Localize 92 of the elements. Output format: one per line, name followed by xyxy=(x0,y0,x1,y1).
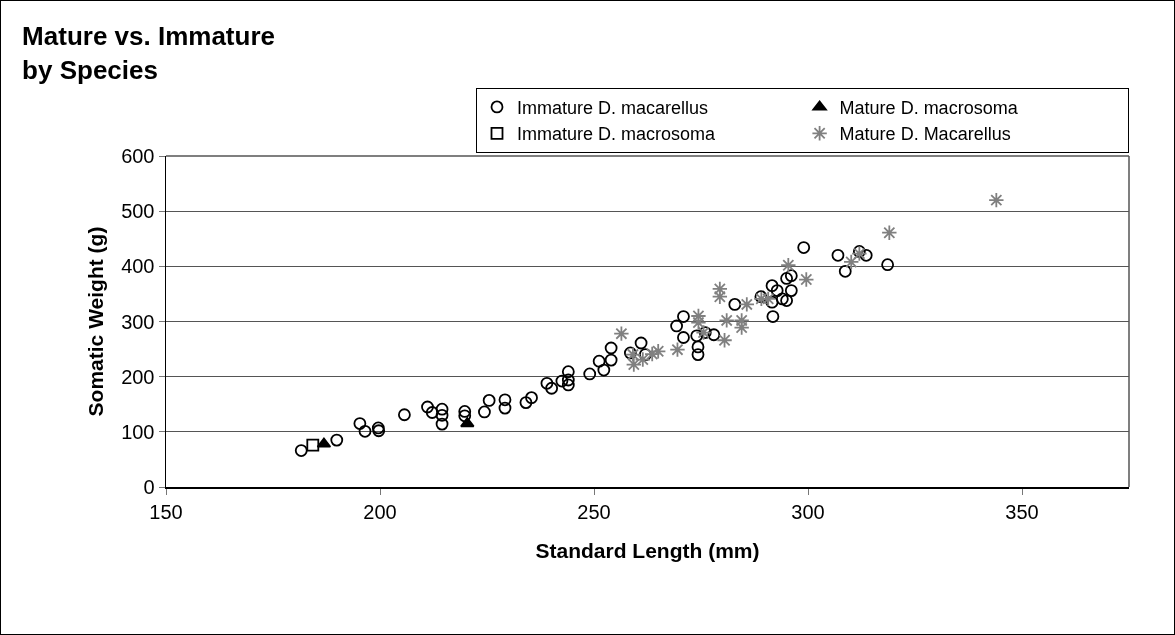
point xyxy=(545,381,559,395)
point xyxy=(691,340,705,354)
point xyxy=(624,346,642,363)
point xyxy=(625,356,642,373)
point xyxy=(425,406,439,419)
point xyxy=(765,279,779,293)
point xyxy=(881,224,898,241)
point xyxy=(634,351,651,368)
point xyxy=(498,393,512,407)
point xyxy=(330,433,344,447)
point xyxy=(851,245,868,262)
y-tick-label: 100 xyxy=(121,420,155,443)
y-tick-label: 500 xyxy=(121,200,155,223)
x-tick-label: 250 xyxy=(577,500,611,523)
point xyxy=(634,336,648,350)
point xyxy=(718,312,735,329)
point xyxy=(613,325,630,342)
point xyxy=(458,409,472,423)
point xyxy=(670,319,683,333)
point xyxy=(716,332,733,349)
point xyxy=(831,248,845,262)
point xyxy=(540,376,554,390)
point xyxy=(458,405,472,418)
legend-label: Immature D. macarellus xyxy=(517,97,709,118)
point xyxy=(770,284,784,298)
point xyxy=(358,424,372,438)
point xyxy=(604,353,618,367)
point xyxy=(435,408,449,422)
point xyxy=(561,365,575,379)
point xyxy=(306,438,320,452)
point xyxy=(482,393,496,407)
point xyxy=(852,245,866,258)
point xyxy=(555,374,569,388)
point xyxy=(597,363,611,377)
point xyxy=(435,402,449,416)
point xyxy=(294,444,308,457)
point xyxy=(583,367,597,381)
point xyxy=(644,345,661,363)
point xyxy=(353,417,367,430)
point xyxy=(859,248,873,262)
point xyxy=(784,269,798,283)
point xyxy=(728,298,742,311)
point xyxy=(592,354,606,368)
point xyxy=(478,405,491,419)
legend-label: Mature D. Macarellus xyxy=(839,124,1011,145)
point xyxy=(498,401,512,415)
y-tick-label: 200 xyxy=(121,365,155,388)
point xyxy=(669,341,686,358)
chart-title: Mature vs. Immature by Species xyxy=(22,21,275,86)
y-tick-label: 0 xyxy=(143,476,155,498)
point xyxy=(780,294,793,307)
point xyxy=(561,373,575,387)
y-tick-label: 400 xyxy=(121,255,155,278)
y-tick-label: 300 xyxy=(121,310,155,333)
point xyxy=(519,396,533,409)
point xyxy=(766,310,780,323)
point xyxy=(733,312,750,329)
point xyxy=(780,257,797,274)
x-tick-label: 350 xyxy=(1005,500,1039,523)
point xyxy=(435,417,449,431)
point xyxy=(460,417,475,428)
point xyxy=(797,241,811,254)
point xyxy=(738,296,755,313)
point xyxy=(780,272,793,285)
legend-label: Mature D. macrosoma xyxy=(839,97,1019,118)
point xyxy=(765,295,779,309)
point xyxy=(798,271,815,288)
x-tick-label: 300 xyxy=(791,500,825,523)
point xyxy=(690,329,704,343)
x-axis-title: Standard Length (mm) xyxy=(535,539,760,563)
point xyxy=(677,310,690,323)
point xyxy=(988,192,1005,209)
point xyxy=(525,391,538,405)
point xyxy=(623,346,637,360)
x-tick-label: 200 xyxy=(363,500,397,523)
y-tick-label: 600 xyxy=(121,145,155,167)
point xyxy=(421,400,434,414)
point xyxy=(677,331,690,344)
point xyxy=(707,328,721,342)
point xyxy=(784,284,798,298)
point xyxy=(775,292,789,306)
point xyxy=(398,408,411,422)
legend-label: Immature D. macrosoma xyxy=(517,124,717,145)
point xyxy=(691,348,705,361)
y-axis-title: Somatic Weight (g) xyxy=(83,226,107,417)
point xyxy=(838,264,852,278)
point xyxy=(843,253,860,271)
point xyxy=(650,343,667,360)
point xyxy=(881,258,895,272)
point xyxy=(604,341,618,355)
point xyxy=(561,378,575,392)
x-tick-label: 150 xyxy=(149,500,183,523)
